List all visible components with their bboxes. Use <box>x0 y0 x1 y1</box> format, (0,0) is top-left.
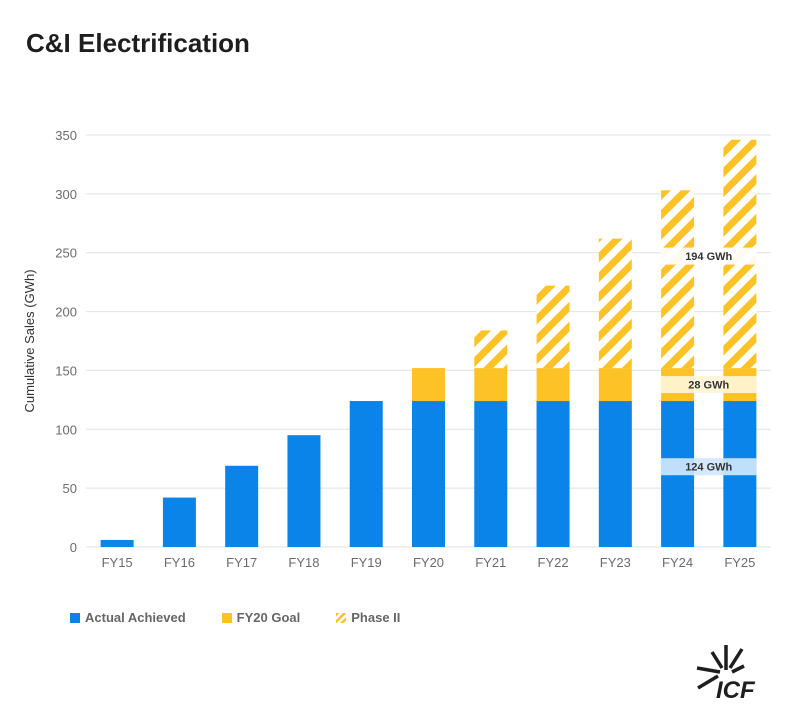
x-tick-label: FY24 <box>662 555 693 570</box>
y-tick-label: 150 <box>55 363 77 378</box>
x-tick-label: FY15 <box>102 555 133 570</box>
x-tick-label: FY16 <box>164 555 195 570</box>
x-tick-label: FY21 <box>475 555 506 570</box>
annotation-box <box>660 376 757 394</box>
x-tick-label: FY17 <box>226 555 257 570</box>
x-tick-label: FY19 <box>351 555 382 570</box>
legend-swatch-actual <box>70 612 80 623</box>
legend-label-actual: Actual Achieved <box>85 610 186 625</box>
x-tick-label: FY18 <box>288 555 319 570</box>
bars <box>100 139 757 547</box>
bar-actual <box>100 539 134 547</box>
bar-actual <box>536 401 570 547</box>
bar-actual <box>162 497 196 547</box>
x-tick-label: FY20 <box>413 555 444 570</box>
y-tick-label: 250 <box>55 246 77 261</box>
bar-actual <box>225 465 259 547</box>
y-tick-label: 0 <box>70 540 77 555</box>
annotation-box <box>660 458 757 476</box>
y-tick-label: 350 <box>55 128 77 143</box>
y-tick-label: 50 <box>63 481 77 496</box>
y-tick-label: 200 <box>55 305 77 320</box>
y-tick-label: 100 <box>55 422 77 437</box>
bar-phase2 <box>536 285 570 369</box>
y-tick-labels: 0 50 100 150 200 250 300 350 <box>55 128 77 555</box>
legend-item-actual: Actual Achieved <box>70 610 186 625</box>
legend-swatch-phase2 <box>336 612 347 623</box>
legend: Actual Achieved FY20 Goal Phase II <box>70 610 400 625</box>
annotation-box <box>660 247 757 265</box>
bar-goal <box>412 368 445 402</box>
legend-item-goal: FY20 Goal <box>221 610 301 625</box>
legend-label-goal: FY20 Goal <box>236 610 301 625</box>
bar-goal <box>536 368 570 402</box>
bar-phase2 <box>661 190 695 369</box>
bar-phase2 <box>598 238 632 369</box>
legend-swatch-goal <box>221 612 232 623</box>
annotation-label: 124 GWh <box>685 462 732 474</box>
bar-actual <box>412 401 445 547</box>
x-tick-label: FY22 <box>538 555 569 570</box>
bar-actual <box>287 435 321 547</box>
bar-phase2 <box>474 330 508 369</box>
bar-actual <box>474 401 508 547</box>
icf-starburst-icon <box>696 645 745 690</box>
bar-actual <box>349 401 383 547</box>
bar-goal <box>474 368 508 402</box>
icf-logo: ICF <box>696 645 756 700</box>
x-tick-label: FY23 <box>600 555 631 570</box>
bar-actual <box>598 401 632 547</box>
annotation-label: 28 GWh <box>688 380 729 392</box>
annotation-label: 194 GWh <box>685 251 732 263</box>
annotations: 194 GWh 28 GWh 124 GWh <box>660 247 757 476</box>
bar-goal <box>598 368 632 402</box>
legend-label-phase2: Phase II <box>351 610 401 625</box>
x-tick-labels: FY15 FY16 FY17 FY18 FY19 FY20 FY21 FY22 FY23 FY24… <box>102 555 756 570</box>
icf-logo-text: ICF <box>716 677 756 700</box>
y-axis-label: Cumulative Sales (GWh) <box>22 269 37 412</box>
y-tick-label: 300 <box>55 187 77 202</box>
legend-item-phase2: Phase II <box>336 610 400 625</box>
x-tick-label: FY25 <box>724 555 755 570</box>
chart-title: C&I Electrification <box>26 28 250 58</box>
